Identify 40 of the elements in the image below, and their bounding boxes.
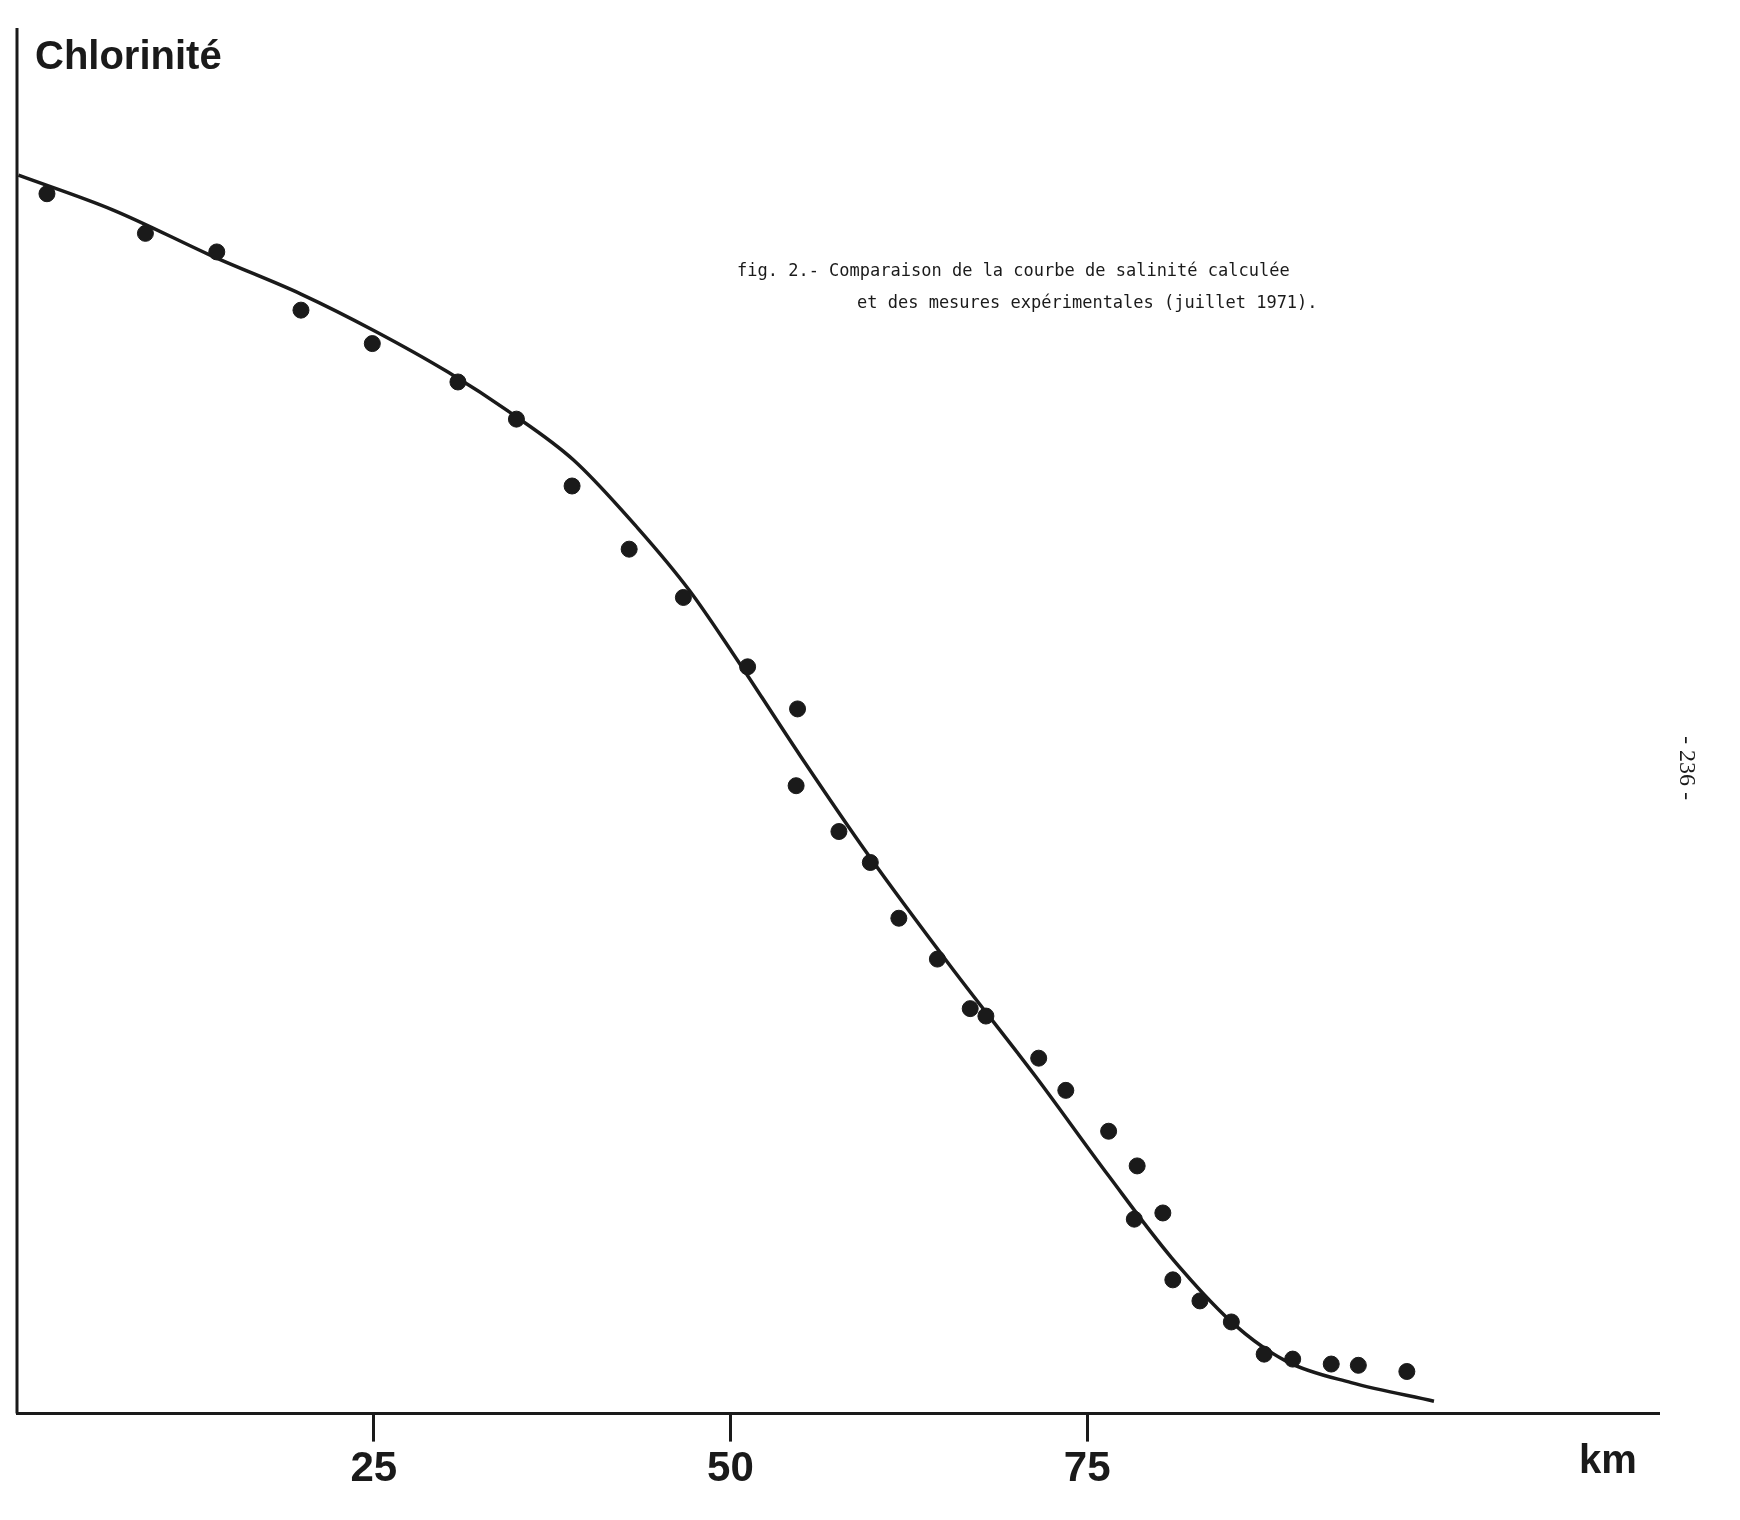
x-tick-label: 50 (707, 1443, 754, 1491)
point (1191, 1292, 1209, 1310)
point (1128, 1157, 1146, 1175)
point (1398, 1362, 1416, 1380)
point (674, 588, 692, 606)
text: - 236 - (1674, 736, 1701, 800)
point (563, 477, 581, 495)
point (1255, 1345, 1273, 1363)
point (739, 658, 757, 676)
point (1125, 1210, 1143, 1228)
point (620, 540, 638, 558)
point (890, 909, 908, 927)
point (928, 950, 946, 968)
point (1222, 1313, 1240, 1331)
point (1284, 1350, 1302, 1368)
point (38, 185, 56, 203)
point (1030, 1049, 1048, 1067)
point (961, 1000, 979, 1018)
point (363, 335, 381, 353)
point (449, 373, 467, 391)
point (136, 224, 154, 242)
point (977, 1007, 995, 1025)
point (1154, 1204, 1172, 1222)
point (787, 777, 805, 795)
x-axis-title: km (1579, 1436, 1637, 1481)
point (1164, 1271, 1182, 1289)
point (1100, 1122, 1118, 1140)
annotation: fig. 2.- Comparaison de la courbe de salinité calculée et des mesures expérimentales (juillet 1971). (737, 259, 1318, 312)
x-tick-label: 25 (350, 1443, 398, 1491)
text: Chlorinité (35, 33, 222, 78)
point (830, 823, 848, 841)
point (1057, 1081, 1075, 1099)
x-tick-label: 75 (1063, 1443, 1111, 1491)
point (789, 700, 807, 718)
point (1322, 1355, 1340, 1373)
point (292, 301, 310, 319)
point (861, 853, 879, 871)
point (507, 410, 525, 428)
point (208, 243, 226, 261)
point (1349, 1356, 1367, 1374)
